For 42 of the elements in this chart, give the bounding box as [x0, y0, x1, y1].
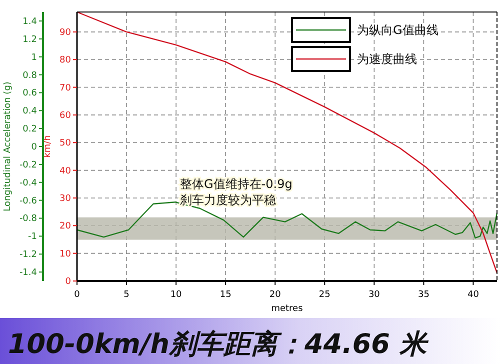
- annotation: 刹车力度较为平稳: [180, 193, 276, 207]
- legend-label: 为速度曲线: [357, 52, 417, 66]
- y-tick-label: 30: [60, 194, 72, 204]
- legend-label: 为纵向G值曲线: [357, 23, 438, 37]
- x-tick-label: 40: [468, 290, 480, 300]
- y2-tick-label: 1.2: [22, 34, 37, 45]
- x-axis-title: metres: [271, 304, 304, 314]
- y-tick-label: 80: [60, 56, 72, 66]
- y2-tick-label: -1.4: [19, 268, 38, 278]
- y2-tick-label: -0.4: [19, 178, 38, 188]
- y-tick-label: 90: [60, 28, 72, 38]
- y2-tick-label: 0.8: [22, 70, 38, 81]
- text: 100-0km/h刹车距离：44.66 米: [8, 329, 430, 360]
- y-tick-label: 10: [60, 249, 72, 260]
- y2-tick-label: -0.8: [19, 214, 38, 224]
- y2-tick-label: 0.4: [22, 106, 38, 117]
- x-tick-label: 20: [269, 290, 282, 300]
- y2-tick-label: -0.6: [19, 196, 38, 206]
- y2-axis-title: Longitudinal Acceleration (g): [3, 82, 13, 212]
- y2-tick-label: 0.2: [22, 124, 37, 135]
- y2-tick-label: 1: [31, 52, 37, 63]
- y-tick-label: 0: [65, 277, 72, 287]
- y-tick-label: 40: [60, 166, 72, 176]
- x-tick-label: 25: [318, 290, 330, 300]
- y-tick-label: 50: [60, 138, 72, 149]
- y-tick-label: 60: [60, 110, 72, 121]
- y2-tick-label: -0.2: [19, 160, 37, 170]
- y2-tick-label: 1.4: [22, 16, 38, 27]
- y2-tick-label: -1: [28, 232, 37, 242]
- y2-tick-label: 0.6: [22, 88, 38, 99]
- y-tick-label: 70: [60, 83, 72, 94]
- y-tick-label: 20: [60, 222, 72, 232]
- x-tick-label: 0: [74, 290, 80, 300]
- x-tick-label: 30: [368, 290, 380, 300]
- x-tick-label: 35: [418, 290, 430, 300]
- y2-tick-label: 0: [31, 142, 38, 152]
- y2-tick-label: -1.2: [19, 250, 37, 260]
- x-tick-label: 10: [170, 290, 182, 300]
- x-tick-label: 15: [220, 290, 232, 300]
- x-tick-label: 5: [124, 290, 130, 300]
- annotation: 整体G值维持在-0.9g: [180, 177, 292, 191]
- y-axis-title: km/h: [43, 135, 53, 158]
